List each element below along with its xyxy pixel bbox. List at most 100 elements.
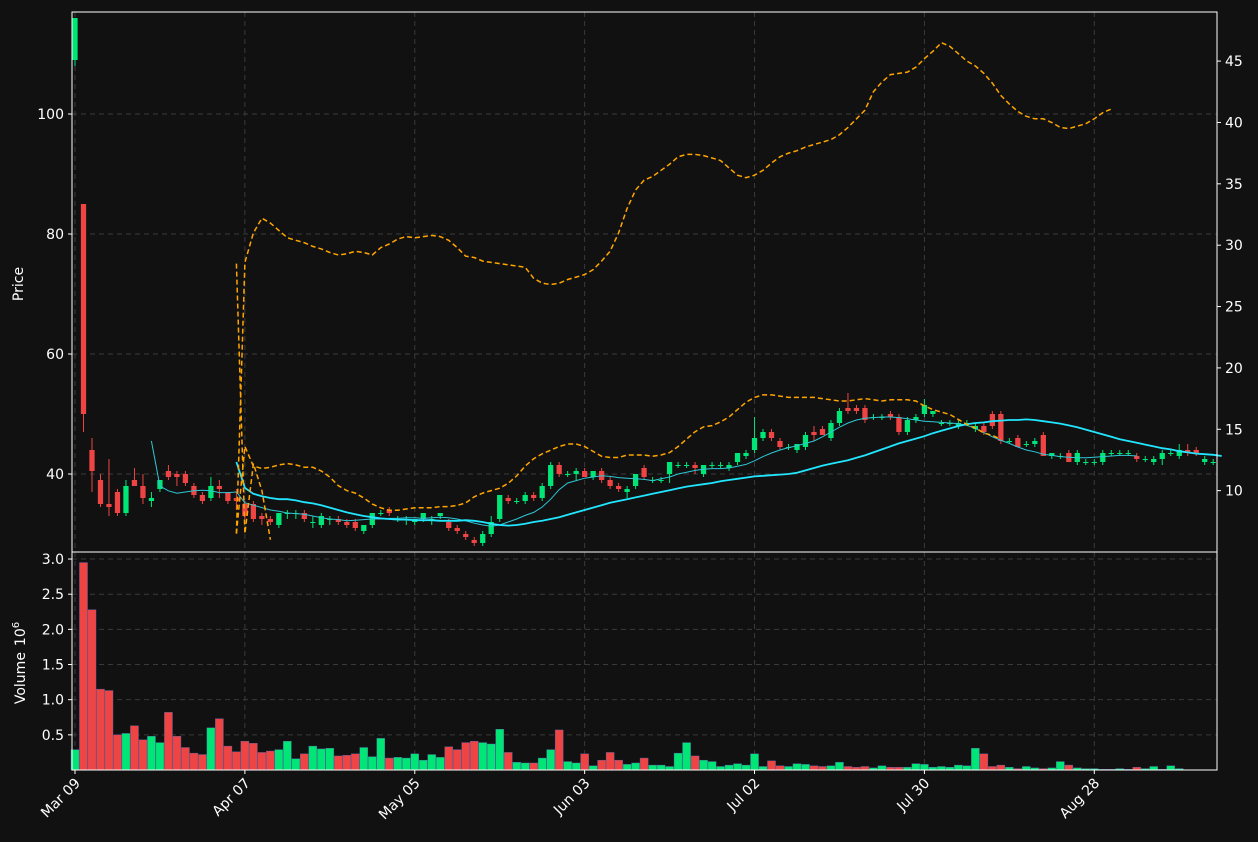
secondary-tick-label: 45 <box>1225 54 1243 70</box>
candle-body <box>1091 462 1097 463</box>
volume-bar <box>699 759 708 771</box>
volume-bar <box>308 745 318 771</box>
volume-bar <box>1149 766 1158 771</box>
candle-body <box>225 492 231 501</box>
volume-bar <box>79 562 88 771</box>
volume-bar <box>843 766 853 771</box>
secondary-dashed-line-0 <box>235 263 272 540</box>
candle-body <box>1006 441 1012 442</box>
volume-bar <box>181 747 190 771</box>
candle-body <box>310 522 316 523</box>
volume-panel <box>70 562 1184 771</box>
volume-bar <box>512 762 521 771</box>
candle-body <box>480 534 486 543</box>
volume-bar <box>563 761 572 771</box>
volume-tick-label: 0.5 <box>42 728 64 744</box>
volume-bar <box>1056 761 1065 771</box>
candle-body <box>692 465 698 468</box>
candle-body <box>446 522 452 528</box>
candle-body <box>242 504 248 516</box>
candle-body <box>1176 450 1182 456</box>
secondary-tick-label: 15 <box>1225 422 1243 438</box>
volume-bar <box>818 766 827 771</box>
secondary-tick-label: 30 <box>1225 238 1243 254</box>
volume-bar <box>996 764 1006 771</box>
volume-bar <box>461 742 470 771</box>
volume-bar <box>283 740 292 771</box>
volume-bar <box>376 738 386 771</box>
candle-body <box>853 408 860 411</box>
volume-bar <box>580 753 589 771</box>
volume-bar <box>758 766 768 771</box>
volume-bar <box>529 762 538 771</box>
price-tick-label: 100 <box>37 107 64 123</box>
candle-body <box>938 423 945 424</box>
candle-body <box>717 465 724 466</box>
candle-body <box>981 426 987 432</box>
volume-bar <box>571 762 581 771</box>
candle-body <box>344 522 350 525</box>
volume-bar <box>206 727 216 771</box>
candle-body <box>607 480 613 486</box>
candle-body <box>734 453 741 462</box>
volume-bar <box>452 749 462 771</box>
candle-body <box>836 411 843 423</box>
volume-bar <box>1166 765 1175 771</box>
candle-body <box>497 495 503 519</box>
candle-body <box>123 486 129 513</box>
volume-bar <box>266 750 275 771</box>
volume-bar <box>707 761 717 771</box>
candle-body <box>887 414 894 417</box>
candle-body <box>666 462 673 474</box>
volume-bar <box>648 764 657 771</box>
volume-bar <box>1064 764 1074 771</box>
price-tick-label: 40 <box>46 467 64 483</box>
candle-body <box>632 474 639 486</box>
volume-axis-multiplier: 10 <box>13 628 29 646</box>
candle-body <box>1100 453 1106 462</box>
volume-bar <box>164 712 173 771</box>
volume-bar <box>393 757 403 771</box>
candle-body <box>1108 453 1114 454</box>
candle-body <box>284 513 290 514</box>
volume-bar <box>724 764 734 771</box>
candle-body <box>641 468 647 477</box>
volume-bar <box>988 766 997 771</box>
volume-bar <box>614 759 623 771</box>
candle-body <box>819 429 826 435</box>
candle-body <box>488 522 494 534</box>
volume-bar <box>520 762 530 771</box>
volume-bar <box>300 753 309 771</box>
candle-body <box>1134 456 1140 459</box>
volume-bar <box>130 725 139 771</box>
candle-body <box>582 471 588 477</box>
volume-tick-label: 1.5 <box>42 658 64 674</box>
candle-body <box>1210 462 1216 463</box>
candle-body <box>548 465 554 486</box>
candle-body <box>615 486 622 489</box>
candle-body <box>624 489 630 492</box>
candle-body <box>1032 441 1038 444</box>
candle-body <box>522 495 528 501</box>
volume-bar <box>444 746 453 771</box>
candle-body <box>420 513 426 519</box>
candle-body <box>301 513 307 519</box>
volume-bar <box>588 765 598 771</box>
volume-bar <box>690 755 700 771</box>
candle-body <box>1193 450 1199 453</box>
candle-body <box>760 432 766 438</box>
candle-body <box>463 534 469 537</box>
candle-body <box>556 465 562 474</box>
volume-bar <box>402 757 411 771</box>
volume-axis-name: Volume <box>13 652 29 704</box>
candle-body <box>148 498 155 501</box>
candle-body <box>1151 459 1157 462</box>
candle-body <box>505 498 511 501</box>
candle-body <box>106 504 112 507</box>
volume-bar <box>962 765 972 771</box>
candle-body <box>675 465 681 466</box>
volume-bar <box>716 766 725 771</box>
candle-body <box>140 486 146 498</box>
price-tick-label: 80 <box>46 227 64 243</box>
